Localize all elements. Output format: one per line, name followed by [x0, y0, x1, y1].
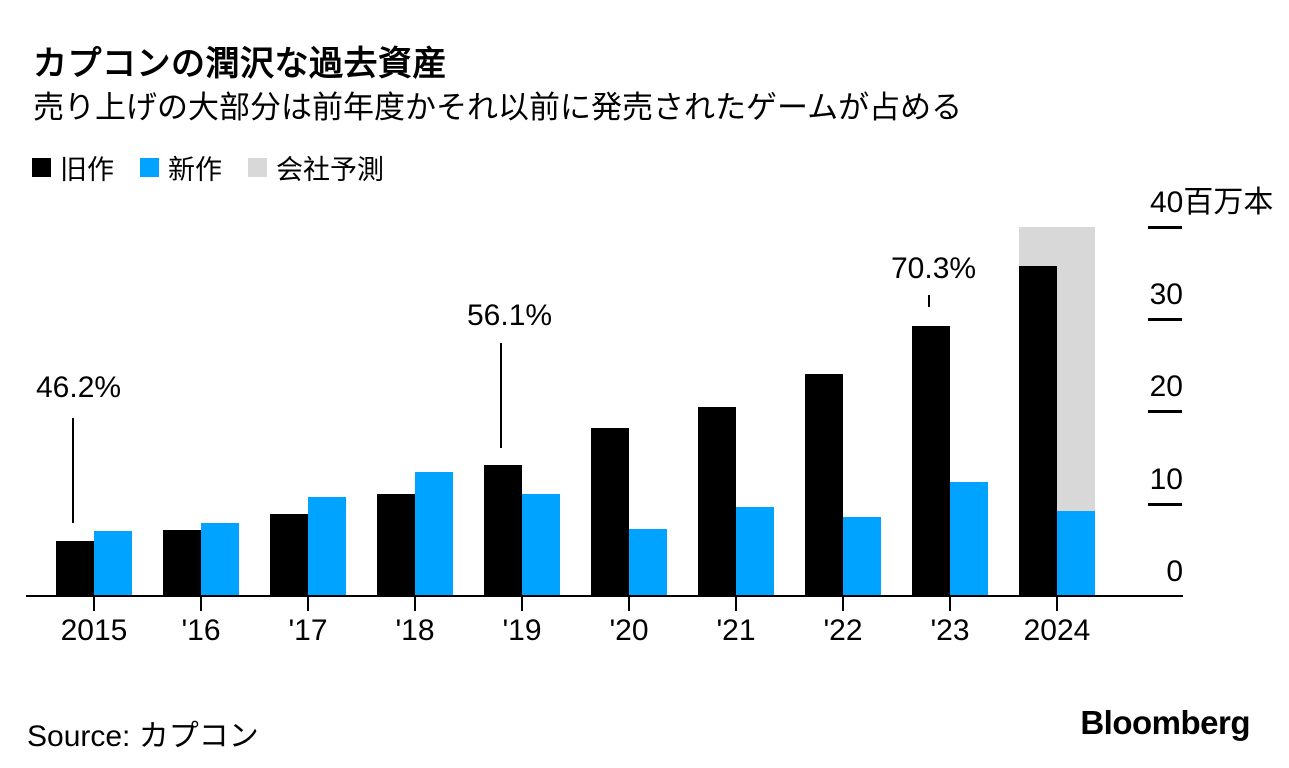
bar-旧作-'20 [591, 428, 629, 596]
x-tick [735, 596, 737, 611]
x-tick [628, 596, 630, 611]
x-axis-label: '17 [288, 614, 328, 647]
y-axis-label: 30 [1149, 278, 1183, 312]
legend-item-1: 旧作 [32, 148, 114, 187]
annotation-label: 56.1% [467, 299, 553, 332]
bar-新作-'19 [522, 493, 560, 596]
legend: 旧作 新作 会社予測 [32, 148, 384, 187]
legend-swatch-icon [140, 158, 159, 177]
x-axis-label: '18 [395, 614, 435, 647]
bar-旧作-'18 [377, 493, 415, 596]
bar-新作-'17 [308, 497, 346, 596]
annotation-line [928, 295, 930, 307]
y-tick [1148, 410, 1182, 414]
bar-新作-2015 [94, 531, 132, 596]
x-axis-label: '20 [609, 614, 649, 647]
bar-旧作-'21 [698, 406, 736, 596]
x-axis-label: '23 [930, 614, 970, 647]
annotation-line [72, 418, 74, 523]
bar-新作-2024 [1057, 511, 1095, 596]
y-tick [1148, 502, 1182, 506]
legend-swatch-icon [32, 158, 51, 177]
y-tick [1148, 225, 1182, 229]
y-tick [1148, 318, 1182, 322]
bar-新作-'16 [201, 523, 239, 596]
y-axis-label: 0 [1166, 555, 1183, 588]
x-tick [1056, 596, 1058, 611]
bar-旧作-'19 [484, 464, 522, 596]
legend-item-3: 会社予測 [248, 148, 384, 187]
x-axis-label: '21 [716, 614, 756, 647]
source-note: Source: カプコン [27, 720, 259, 753]
legend-label: 会社予測 [276, 155, 384, 185]
legend-item-2: 新作 [140, 148, 222, 187]
bar-新作-'20 [629, 528, 667, 596]
x-tick [307, 596, 309, 611]
x-tick [93, 596, 95, 611]
bar-新作-'22 [843, 516, 881, 596]
x-axis-label: '19 [502, 614, 542, 647]
x-tick [842, 596, 844, 611]
y-axis-label: 40百万本 [1150, 185, 1274, 219]
bar-新作-'21 [736, 507, 774, 596]
bar-旧作-2015 [56, 540, 94, 596]
x-tick [949, 596, 951, 611]
bar-旧作-'22 [805, 374, 843, 596]
x-tick [414, 596, 416, 611]
legend-label: 新作 [168, 155, 222, 185]
bar-旧作-'17 [270, 513, 308, 596]
x-tick [521, 596, 523, 611]
page-subtitle: 売り上げの大部分は前年度かそれ以前に発売されたゲームが占める [33, 90, 963, 125]
legend-swatch-icon [248, 158, 267, 177]
legend-label: 旧作 [60, 155, 114, 185]
x-axis-label: 2015 [60, 614, 128, 647]
x-axis-label: '22 [823, 614, 863, 647]
bar-旧作-'23 [912, 325, 950, 596]
bar-旧作-2024 [1019, 265, 1057, 596]
bar-新作-'23 [950, 481, 988, 596]
annotation-label: 46.2% [36, 371, 122, 404]
x-axis-label: '16 [181, 614, 221, 647]
bar-旧作-'16 [163, 530, 201, 596]
annotation-label: 70.3% [891, 252, 977, 285]
y-axis-label: 20 [1149, 370, 1183, 404]
x-tick [200, 596, 202, 611]
annotation-line [500, 343, 502, 448]
bar-新作-'18 [415, 472, 453, 596]
y-axis-label: 10 [1149, 462, 1183, 496]
page-title: カプコンの潤沢な過去資産 [33, 45, 447, 83]
bloomberg-logo: Bloomberg [1080, 704, 1250, 741]
x-axis-line [26, 595, 1183, 597]
x-axis-label: 2024 [1023, 614, 1091, 647]
